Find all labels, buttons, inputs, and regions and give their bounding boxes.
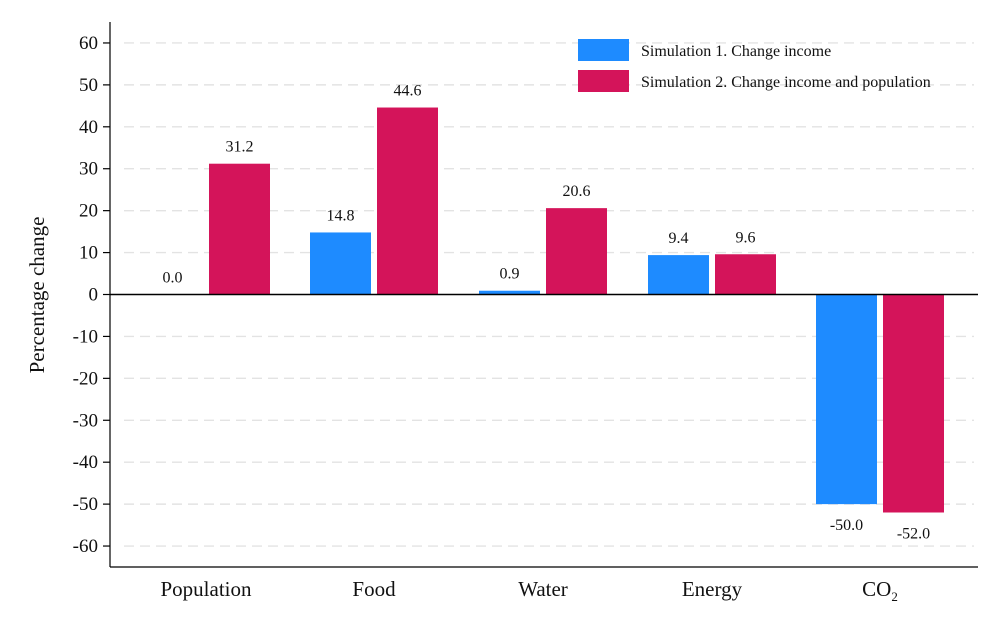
data-label: 14.8: [327, 207, 355, 224]
x-category-label: Food: [352, 577, 396, 601]
legend-label-sim1: Simulation 1. Change income: [641, 43, 831, 60]
bar-sim1-co: [816, 294, 877, 505]
data-label: 9.6: [736, 229, 756, 246]
bars: [209, 107, 944, 513]
bar-sim1-water: [479, 290, 540, 295]
y-tick-label: 30: [79, 159, 98, 180]
y-tick-label: 60: [79, 33, 98, 54]
data-label: -50.0: [830, 517, 863, 534]
y-tick-label: 10: [79, 243, 98, 264]
y-tick-label: 20: [79, 201, 98, 222]
y-tick-label: 40: [79, 117, 98, 138]
data-label: 0.0: [163, 270, 183, 287]
data-label: 0.9: [500, 266, 520, 283]
legend-swatch-sim1: [578, 39, 629, 61]
y-tick-label: 0: [89, 285, 99, 306]
y-tick-label: -60: [73, 536, 98, 557]
y-tick-label: -20: [73, 368, 98, 389]
legend: Simulation 1. Change income Simulation 2…: [578, 39, 931, 92]
data-label: -52.0: [897, 526, 930, 543]
y-tick-label: -10: [73, 326, 98, 347]
bar-sim1-food: [310, 232, 371, 295]
y-tick-label: 50: [79, 75, 98, 96]
x-category-label: Water: [518, 577, 568, 601]
legend-swatch-sim2: [578, 70, 629, 92]
x-category-label: Population: [160, 577, 252, 601]
bar-sim2-energy: [715, 254, 776, 295]
x-category-label: Energy: [682, 577, 743, 601]
bar-sim2-co: [883, 294, 944, 513]
y-tick-label: -50: [73, 494, 98, 515]
y-tick-label: -40: [73, 452, 98, 473]
data-labels: 0.0 14.8 0.9 9.4 -50.0 31.2 44.6 20.6 9.6 -52.0: [163, 83, 931, 543]
x-category-label: CO2: [862, 577, 898, 604]
data-label: 44.6: [394, 83, 422, 100]
bar-sim1-energy: [648, 255, 709, 295]
bar-sim2-water: [546, 208, 607, 295]
x-axis-categories: Population Food Water Energy CO2: [160, 577, 897, 604]
y-axis-label: Percentage change: [25, 217, 49, 374]
data-label: 31.2: [226, 139, 254, 156]
data-label: 9.4: [669, 230, 689, 247]
y-axis-ticks: 60 50 40 30 20 10 0 -10 -20 -30 -40 -50 -60: [73, 33, 110, 557]
bar-sim2-food: [377, 107, 438, 295]
y-tick-label: -30: [73, 410, 98, 431]
data-label: 20.6: [563, 183, 591, 200]
legend-label-sim2: Simulation 2. Change income and populati…: [641, 74, 931, 91]
bar-sim2-population: [209, 163, 270, 295]
